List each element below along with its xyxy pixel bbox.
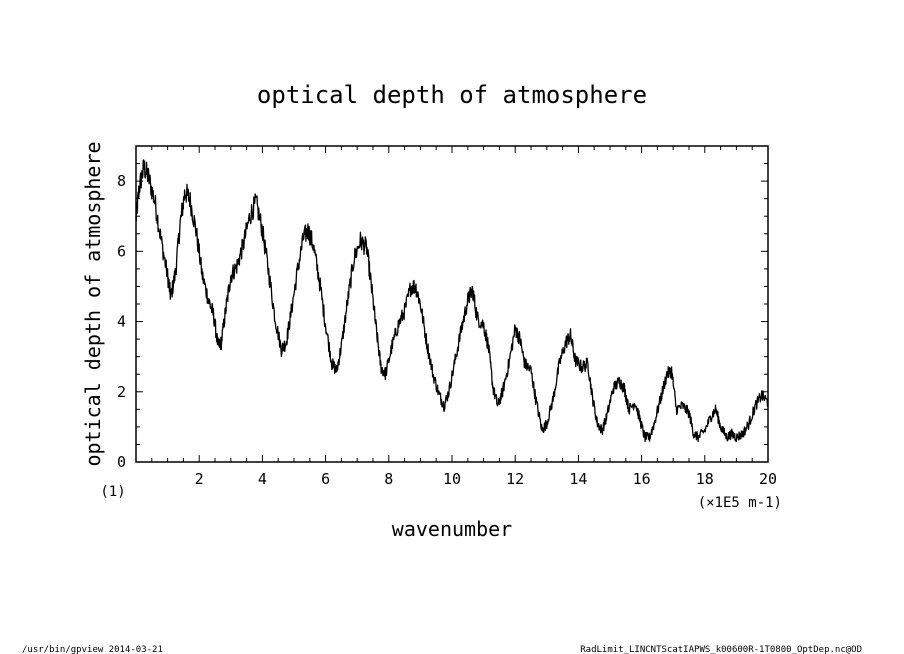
y-tick-label: 2 xyxy=(117,383,126,401)
y-tick-label: 0 xyxy=(117,453,126,471)
x-unit-note: (×1E5 m-1) xyxy=(698,495,782,511)
y-tick-label: 4 xyxy=(117,313,126,331)
y-unit-note: (1) xyxy=(100,484,125,500)
series-line xyxy=(135,159,769,443)
x-tick-label: 18 xyxy=(696,470,714,488)
x-tick-label: 8 xyxy=(384,470,393,488)
x-tick-label: 6 xyxy=(321,470,330,488)
y-tick-label: 6 xyxy=(117,242,126,260)
y-axis-label: optical depth of atmosphere xyxy=(81,141,105,466)
chart-title: optical depth of atmosphere xyxy=(257,81,647,109)
y-axis-tick-labels: 0 2 4 6 8 xyxy=(117,172,126,471)
y-axis-ticks xyxy=(136,145,768,463)
footer-right: RadLimit_LINCNTScatIAPWS_k00600R-1T0800_… xyxy=(580,645,862,654)
plot-frame xyxy=(135,145,769,463)
x-tick-label: 2 xyxy=(195,470,204,488)
x-axis-label: wavenumber xyxy=(392,517,512,541)
x-tick-label: 10 xyxy=(443,470,461,488)
footer-left: /usr/bin/gpview 2014-03-21 xyxy=(22,645,163,654)
x-tick-label: 20 xyxy=(759,470,777,488)
x-tick-label: 14 xyxy=(569,470,587,488)
x-axis-ticks xyxy=(135,146,769,462)
x-tick-label: 16 xyxy=(633,470,651,488)
x-tick-label: 4 xyxy=(258,470,267,488)
x-axis-tick-labels: 2 4 6 8 10 12 14 16 18 20 xyxy=(195,470,777,488)
y-tick-label: 8 xyxy=(117,172,126,190)
x-tick-label: 12 xyxy=(506,470,524,488)
